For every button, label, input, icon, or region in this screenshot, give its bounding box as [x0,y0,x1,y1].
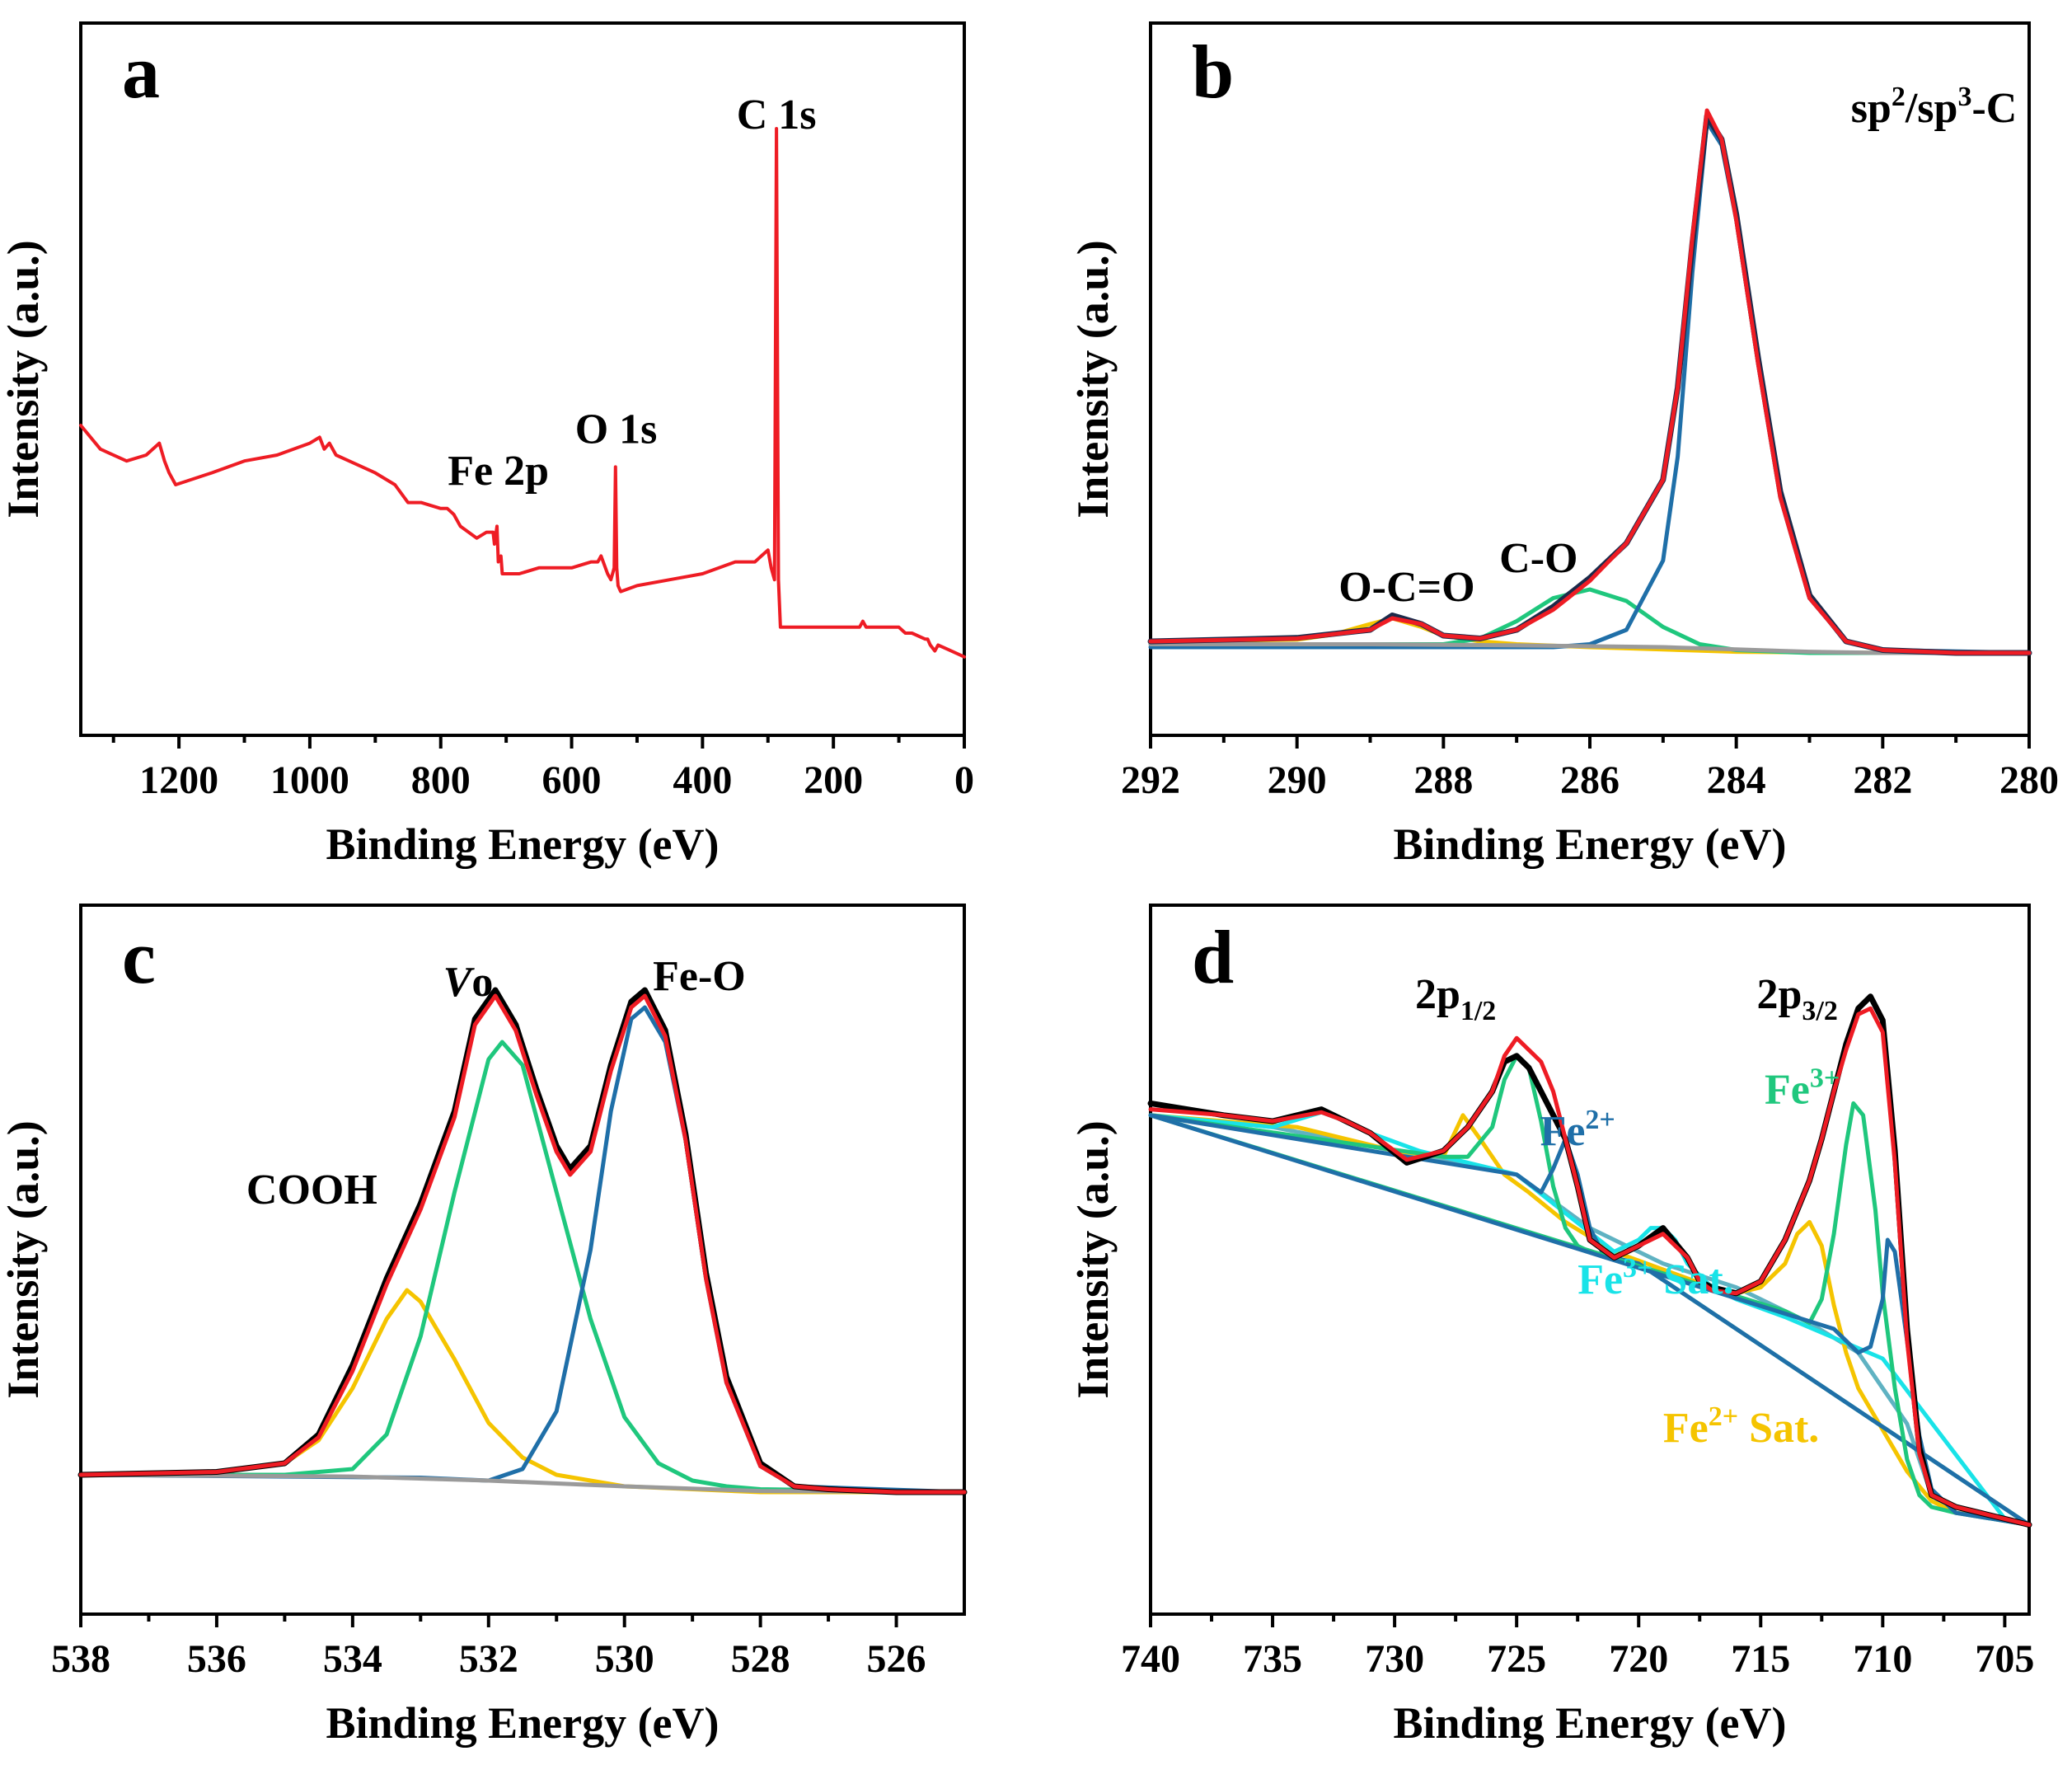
x-axis-title: Binding Energy (eV) [326,1698,719,1748]
x-axis-title: Binding Energy (eV) [1393,819,1786,869]
panel-letter: a [122,30,160,114]
plot-frame [1149,21,2031,737]
x-tick-label: 200 [804,758,863,802]
panel-letter: d [1192,915,1234,999]
x-tick-label: 532 [459,1637,518,1681]
x-tick-label: 730 [1365,1637,1424,1681]
x-tick-label: 534 [323,1637,382,1681]
annotation-o-c-o: O-C=O [1338,564,1474,611]
series-background [78,1472,967,1495]
plot-frame [79,904,966,1616]
x-tick-label: 725 [1487,1637,1546,1681]
x-tick-label: 526 [867,1637,926,1681]
series-fit [1148,108,2032,655]
y-axis-title: Intensity (a.u.) [0,240,48,519]
annotation-c-1s: C 1s [737,92,817,138]
x-tick-label: 536 [187,1637,246,1681]
x-tick-label: 400 [673,758,732,802]
annotation-fe3: Fe3+ [1765,1063,1840,1113]
series-survey [79,127,966,659]
x-tick-label: 600 [542,758,602,802]
annotation-c-o: C-O [1499,535,1577,582]
x-tick-label: 705 [1975,1637,2034,1681]
series-cooh [78,1288,967,1495]
annotation-fe3-sat: Fe3+ Sat. [1577,1253,1733,1303]
x-tick-label: 280 [1999,758,2059,802]
x-tick-label: 288 [1413,758,1473,802]
x-tick-label: 0 [954,758,974,802]
y-axis-title: Intensity (a.u.) [1068,240,1118,519]
series-experimental [1147,113,2032,656]
annotation-2p1-2: 2p1/2 [1415,971,1496,1026]
plot-frame [1149,904,2031,1616]
panel-d: 740 735 730 725 720 715 710 705 Binding Energy (… [1068,904,2034,1748]
x-tick-label: 710 [1853,1637,1912,1681]
x-tick-label: 284 [1707,758,1766,802]
series-fe2-2p3-2 [1148,1113,2032,1528]
panel-a: 1200 1000 800 600 400 200 0 Binding Energy (eV)… [0,21,974,869]
annotation-fe-o: Fe-O [653,953,746,1000]
x-tick-label: 735 [1243,1637,1302,1681]
x-tick-label: 720 [1609,1637,1668,1681]
panel-b: 292 290 288 286 284 282 280 Binding Energy (eV)… [1068,21,2059,869]
series-fe3-2p3-2 [1148,1101,2032,1528]
panel-c: 538 536 534 532 530 528 526 Binding Energy (eV)… [0,904,968,1748]
x-tick-label: 800 [411,758,471,802]
annotation-cooh: COOH [246,1166,377,1213]
x-tick-label: 282 [1853,758,1912,802]
x-tick-label: 538 [51,1637,110,1681]
annotation-o-1s: O 1s [575,406,658,453]
y-axis-title: Intensity (a.u.) [0,1120,48,1399]
x-tick-label: 715 [1731,1637,1790,1681]
annotation-sp2-sp3-c: sp2/sp3-C [1851,82,2018,132]
annotation-vo: Vo [443,959,494,1006]
plot-frame [79,21,966,737]
annotation-fe2: Fe2+ [1540,1105,1615,1155]
annotation-fe2-sat: Fe2+ Sat. [1663,1401,1819,1452]
x-tick-label: 1200 [139,758,218,802]
x-tick-label: 290 [1268,758,1327,802]
x-tick-label: 286 [1560,758,1620,802]
x-tick-label: 1000 [270,758,349,802]
y-axis-title: Intensity (a.u.) [1068,1120,1118,1399]
series-fit [1148,1006,2032,1528]
x-tick-label: 530 [595,1637,654,1681]
x-tick-label: 740 [1121,1637,1180,1681]
panel-letter: b [1192,30,1234,114]
panel-letter: c [122,915,156,999]
series-fe-o [78,1005,967,1495]
series-vo [78,1040,967,1495]
series-fit [78,993,967,1495]
x-tick-label: 292 [1121,758,1180,802]
series-sp2-sp3-c [1148,120,2032,655]
x-tick-label: 528 [731,1637,790,1681]
x-axis-title: Binding Energy (eV) [1393,1698,1786,1748]
annotation-fe-2p: Fe 2p [448,448,549,495]
annotation-2p3-2: 2p3/2 [1757,971,1838,1026]
x-axis-title: Binding Energy (eV) [326,819,719,869]
series-background [1148,642,2032,655]
